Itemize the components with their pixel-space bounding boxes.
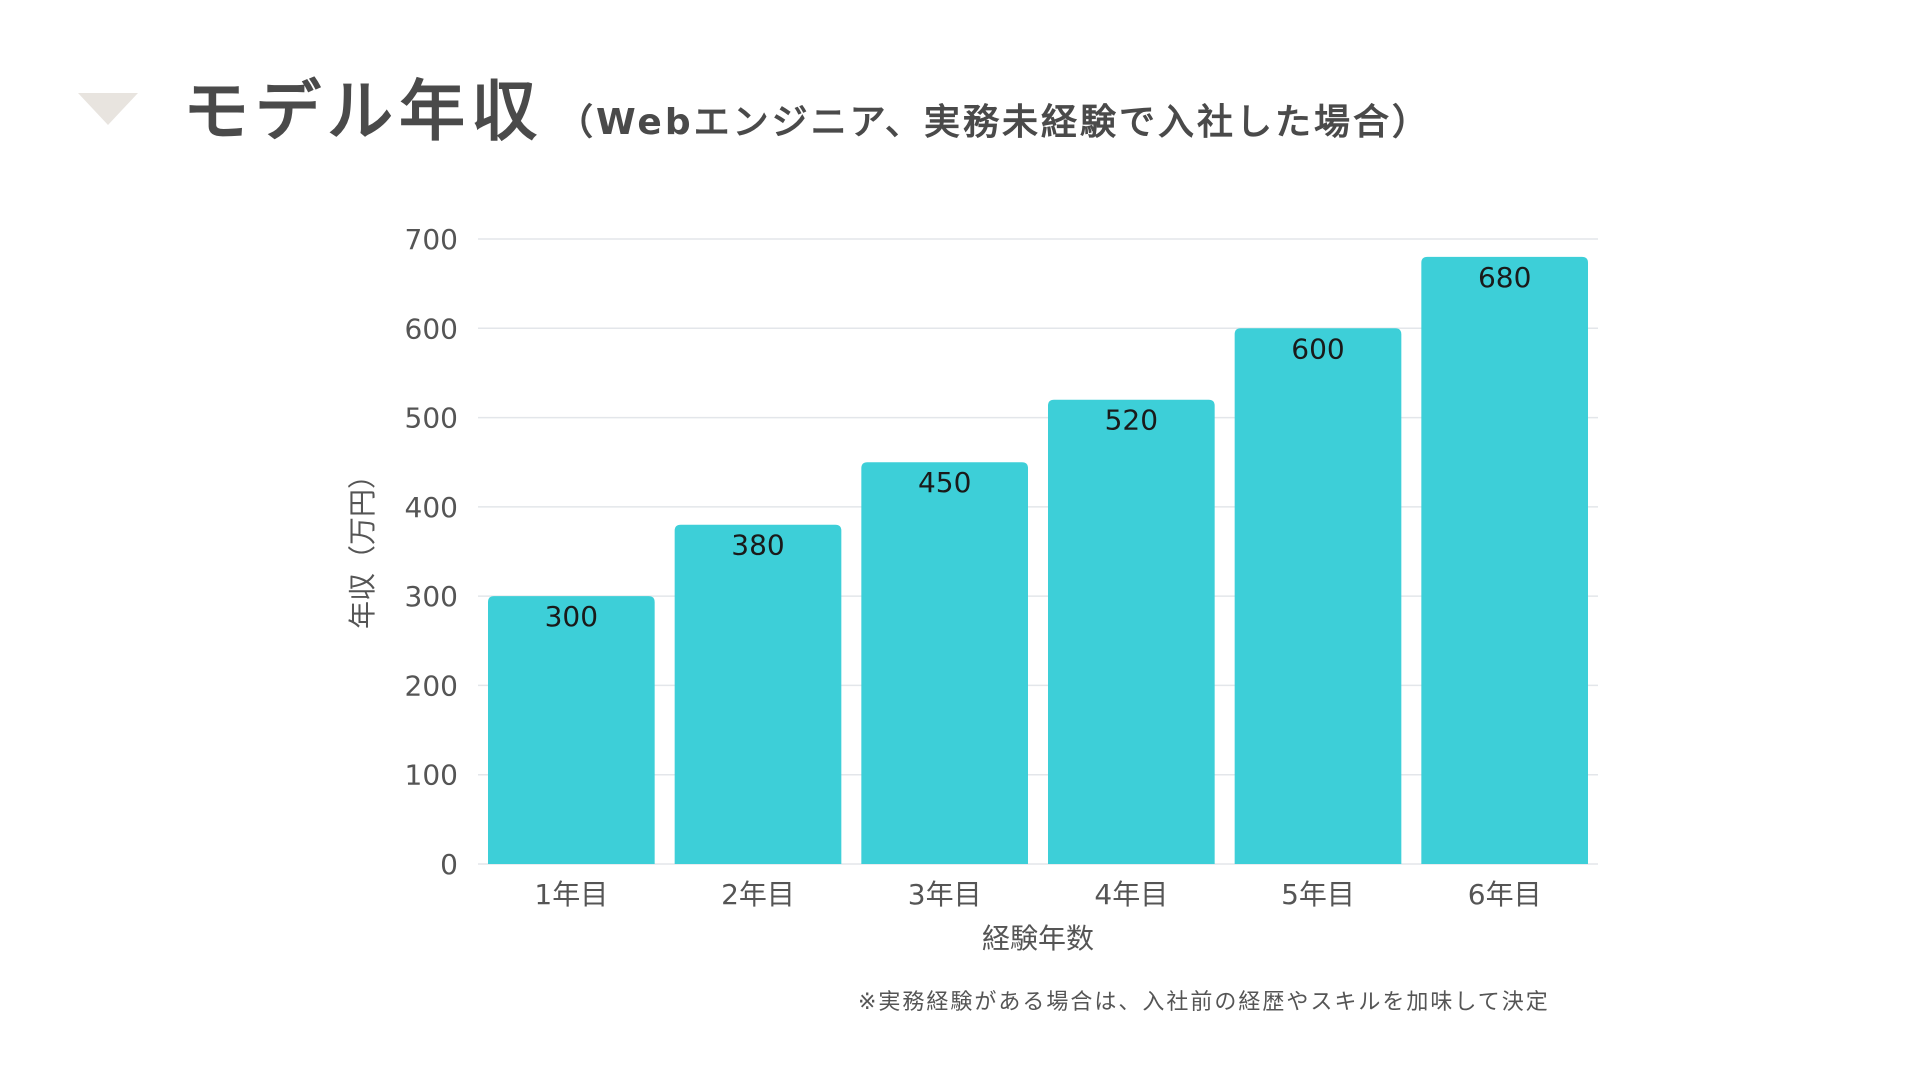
y-tick-label: 300 [405, 580, 458, 613]
bar-data-label: 380 [731, 529, 784, 562]
x-axis-ticks: 1年目 2年目 3年目 4年目 5年目 6年目 [534, 878, 1541, 911]
footnote: ※実務経験がある場合は、入社前の経歴やスキルを加味して決定 [858, 990, 1550, 1015]
y-tick-label: 400 [405, 491, 458, 524]
x-tick-label: 1年目 [534, 878, 608, 911]
x-axis-label: 経験年数 [982, 922, 1094, 955]
bars: 300 380 450 520 600 680 [488, 256, 1588, 864]
bar-data-label: 450 [918, 466, 971, 499]
y-tick-label: 700 [405, 223, 458, 256]
y-tick-label: 0 [440, 848, 458, 881]
bar-6年目 [1421, 256, 1588, 864]
x-tick-label: 5年目 [1281, 878, 1355, 911]
bar-2年目 [674, 524, 842, 864]
grid-layer [478, 238, 1598, 865]
bar-4年目 [1048, 399, 1215, 864]
y-tick-label: 100 [405, 759, 458, 792]
y-axis-label: 年収（万円） [346, 461, 379, 629]
title-row: モデル年収 （Webエンジニア、実務未経験で入社した場合） [183, 58, 1431, 154]
y-tick-label: 200 [405, 669, 458, 702]
bar-data-label: 680 [1478, 261, 1531, 294]
bar-5年目 [1234, 328, 1402, 864]
y-tick-label: 600 [405, 312, 458, 345]
x-tick-label: 6年目 [1468, 878, 1542, 911]
bar-data-label: 300 [545, 600, 598, 633]
page-subtitle: （Webエンジニア、実務未経験で入社した場合） [557, 102, 1432, 143]
x-tick-label: 4年目 [1094, 878, 1168, 911]
y-tick-label: 500 [405, 402, 458, 435]
bar-data-label: 520 [1105, 404, 1158, 437]
y-axis-ticks: 0 100 200 300 400 500 600 700 [405, 223, 458, 881]
x-tick-label: 2年目 [721, 878, 795, 911]
bar-1年目 [488, 596, 655, 864]
x-tick-label: 3年目 [908, 878, 982, 911]
bar-data-label: 600 [1291, 332, 1344, 365]
triangle-marker-icon [78, 93, 138, 125]
page-title: モデル年収 [183, 73, 543, 150]
bar-3年目 [861, 462, 1028, 864]
